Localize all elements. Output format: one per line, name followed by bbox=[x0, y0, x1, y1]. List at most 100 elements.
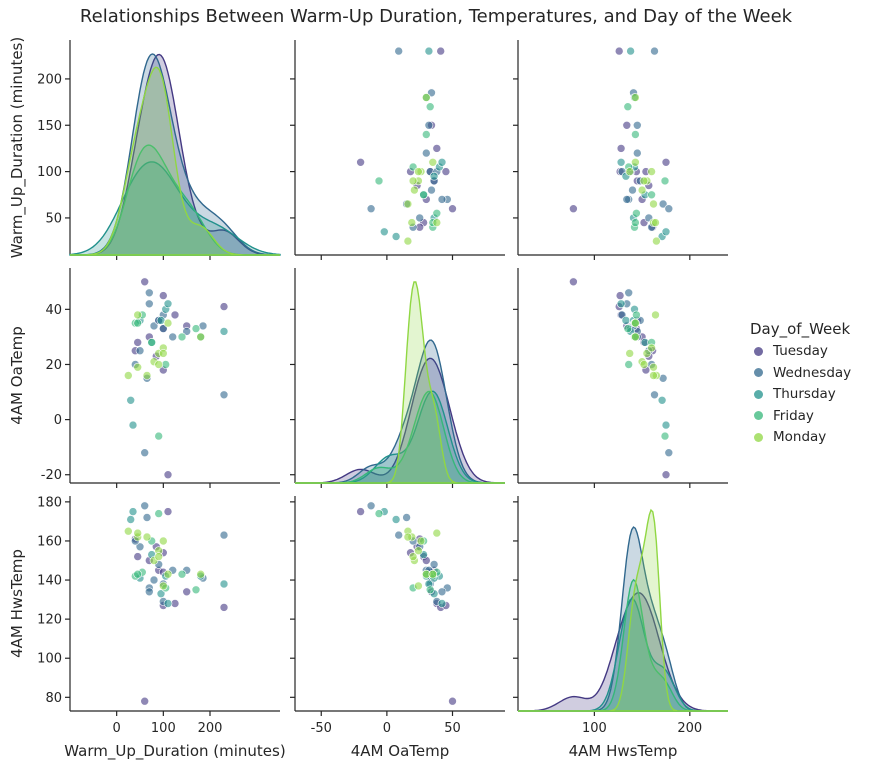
point-monday bbox=[652, 236, 661, 246]
point-tuesday bbox=[133, 552, 142, 561]
point-tuesday bbox=[615, 291, 625, 300]
point-thursday bbox=[429, 171, 439, 181]
kde-monday bbox=[70, 66, 280, 256]
point-wednesday bbox=[140, 501, 149, 511]
kde-monday bbox=[518, 508, 728, 712]
point-monday bbox=[631, 158, 640, 167]
point-friday bbox=[631, 218, 640, 227]
point-friday bbox=[419, 190, 428, 200]
point-monday bbox=[414, 167, 423, 176]
point-thursday bbox=[661, 420, 671, 430]
point-friday bbox=[631, 130, 640, 139]
point-tuesday bbox=[441, 167, 451, 176]
point-tuesday bbox=[159, 291, 168, 300]
point-friday bbox=[425, 102, 435, 111]
point-friday bbox=[623, 324, 633, 333]
point-thursday bbox=[657, 395, 667, 405]
y-tick-label: 180 bbox=[37, 495, 62, 510]
point-tuesday bbox=[133, 338, 142, 347]
point-monday bbox=[631, 318, 640, 328]
point-wednesday bbox=[140, 448, 149, 458]
point-wednesday bbox=[149, 321, 159, 331]
point-thursday bbox=[621, 316, 631, 325]
kde-monday bbox=[295, 281, 505, 484]
point-friday bbox=[147, 338, 156, 347]
point-wednesday bbox=[421, 148, 431, 158]
point-monday bbox=[154, 360, 163, 369]
point-thursday bbox=[156, 589, 166, 599]
y-tick-label: 100 bbox=[37, 652, 62, 667]
legend-label: Wednesday bbox=[773, 364, 852, 381]
point-monday bbox=[416, 536, 426, 546]
point-friday bbox=[177, 569, 187, 579]
x-tick-label: 50 bbox=[444, 721, 461, 736]
y-tick-label: 80 bbox=[45, 691, 62, 706]
chart-title: Relationships Between Warm-Up Duration, … bbox=[79, 6, 793, 27]
y-tick-label: -20 bbox=[41, 468, 62, 483]
point-friday bbox=[191, 585, 201, 595]
legend-item-monday: Monday bbox=[750, 429, 826, 445]
legend-label: Monday bbox=[773, 429, 827, 445]
x-axis-label: 4AM OaTemp bbox=[351, 742, 450, 760]
point-monday bbox=[407, 218, 417, 227]
point-wednesday bbox=[415, 213, 425, 223]
point-wednesday bbox=[427, 185, 436, 195]
y-tick-label: 0 bbox=[54, 413, 62, 428]
point-thursday bbox=[391, 515, 401, 524]
y-tick-label: 50 bbox=[45, 211, 62, 226]
point-wednesday bbox=[650, 46, 659, 56]
legend-title: Day_of_Week bbox=[750, 320, 851, 338]
kde-thursday bbox=[69, 161, 281, 256]
point-wednesday bbox=[658, 199, 668, 209]
point-wednesday bbox=[437, 195, 447, 204]
y-tick-label: 100 bbox=[37, 165, 62, 180]
point-thursday bbox=[391, 232, 401, 241]
point-monday bbox=[642, 349, 652, 358]
point-tuesday bbox=[219, 603, 229, 612]
point-monday bbox=[163, 318, 173, 328]
point-friday bbox=[133, 569, 142, 579]
point-tuesday bbox=[661, 470, 671, 480]
y-axis-label: 4AM OaTemp bbox=[8, 326, 26, 425]
point-wednesday bbox=[632, 148, 642, 158]
point-monday bbox=[142, 532, 152, 542]
legend-marker bbox=[754, 346, 763, 356]
point-thursday bbox=[126, 515, 135, 524]
x-tick-label: 200 bbox=[198, 721, 223, 736]
legend-label: Friday bbox=[773, 407, 814, 424]
point-friday bbox=[660, 431, 670, 441]
point-monday bbox=[647, 343, 656, 353]
point-wednesday bbox=[366, 204, 376, 213]
point-monday bbox=[649, 362, 658, 372]
point-tuesday bbox=[140, 277, 149, 287]
point-monday bbox=[133, 528, 142, 538]
point-thursday bbox=[163, 299, 173, 309]
point-monday bbox=[432, 528, 442, 538]
y-tick-label: 160 bbox=[37, 534, 62, 549]
point-wednesday bbox=[366, 501, 376, 511]
point-friday bbox=[154, 509, 163, 518]
legend-item-friday: Friday bbox=[750, 408, 814, 424]
point-friday bbox=[624, 360, 634, 369]
x-tick-label: 0 bbox=[113, 721, 121, 736]
point-monday bbox=[142, 371, 152, 380]
point-friday bbox=[425, 585, 435, 595]
point-wednesday bbox=[219, 530, 229, 540]
point-friday bbox=[154, 431, 163, 441]
point-monday bbox=[410, 185, 419, 195]
point-wednesday bbox=[159, 324, 168, 333]
point-tuesday bbox=[661, 158, 671, 167]
point-thursday bbox=[128, 420, 138, 430]
point-tuesday bbox=[569, 204, 578, 213]
point-monday bbox=[414, 546, 423, 556]
point-monday bbox=[196, 569, 205, 579]
point-tuesday bbox=[448, 204, 457, 213]
legend-item-thursday: Thursday bbox=[750, 386, 836, 402]
point-wednesday bbox=[219, 390, 229, 400]
point-tuesday bbox=[163, 507, 173, 516]
point-monday bbox=[124, 526, 133, 536]
point-tuesday bbox=[614, 46, 624, 56]
point-tuesday bbox=[356, 158, 365, 167]
point-monday bbox=[649, 371, 658, 380]
